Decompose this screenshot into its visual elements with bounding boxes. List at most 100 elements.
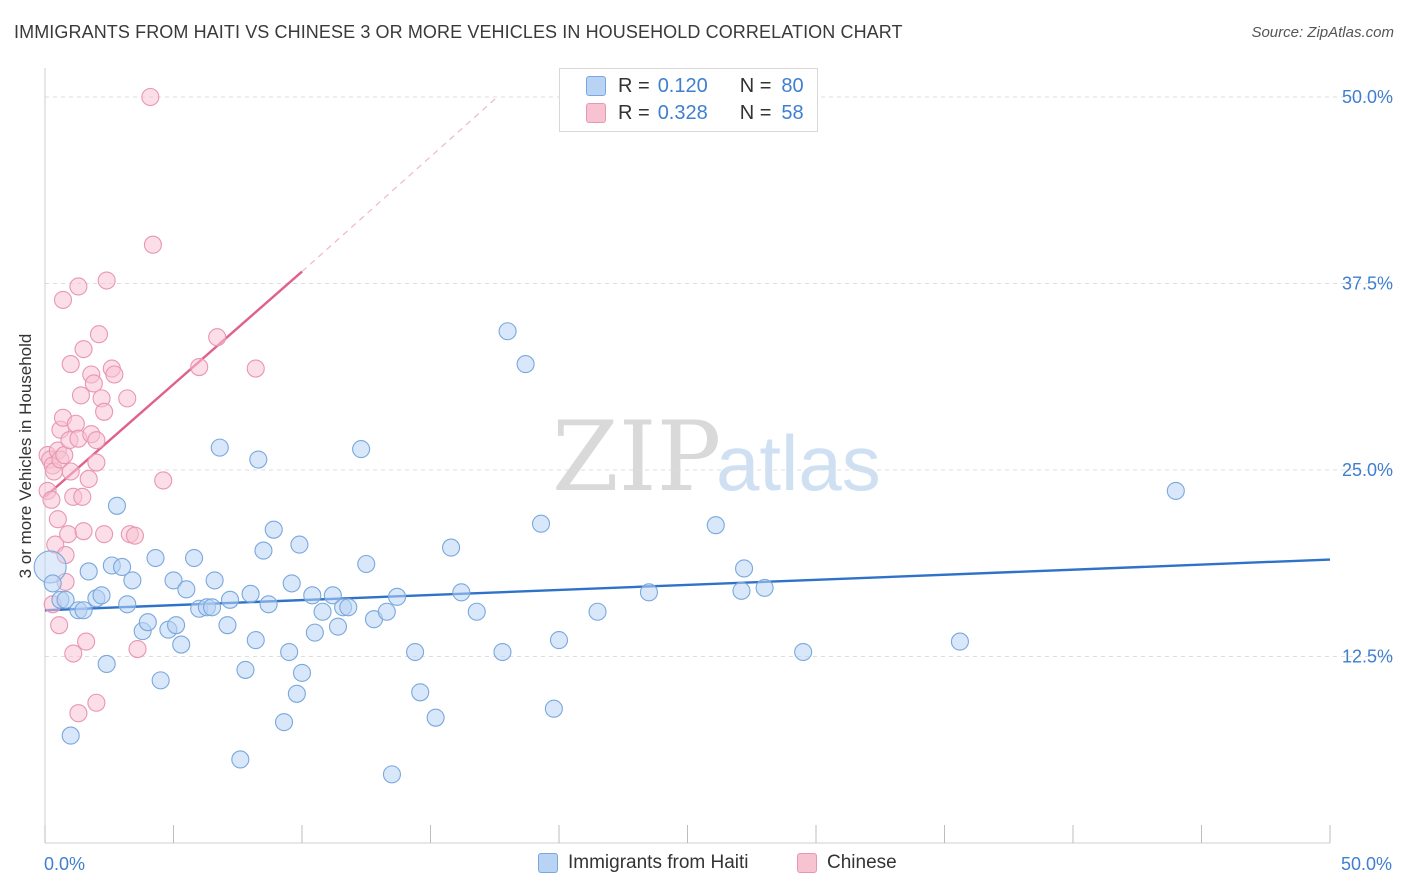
point-haiti	[755, 578, 774, 597]
x-tick-label: 0.0%	[44, 854, 85, 874]
point-chinese	[125, 526, 144, 545]
point-haiti	[531, 514, 551, 533]
legend-item-chinese: Chinese	[797, 852, 897, 874]
point-haiti	[92, 586, 111, 605]
point-haiti	[167, 616, 186, 635]
point-haiti	[357, 554, 376, 574]
point-haiti	[734, 559, 754, 578]
point-haiti	[282, 574, 301, 593]
point-haiti	[177, 580, 196, 599]
point-haiti	[549, 631, 569, 650]
point-haiti	[305, 623, 324, 642]
stats-row-haiti: R = 0.120 N = 80	[586, 73, 804, 99]
point-chinese	[118, 389, 137, 408]
point-chinese	[95, 402, 114, 421]
n-value-haiti: 80	[781, 74, 804, 97]
point-haiti	[97, 654, 116, 674]
point-chinese	[95, 525, 114, 544]
legend-item-haiti: Immigrants from Haiti	[538, 852, 749, 874]
point-haiti	[274, 713, 294, 732]
point-haiti	[493, 642, 512, 662]
point-haiti	[382, 765, 402, 784]
source-note: Source: ZipAtlas.com	[1251, 24, 1394, 41]
point-chinese	[143, 235, 162, 254]
point-haiti	[43, 574, 62, 593]
point-haiti	[79, 562, 98, 581]
point-haiti	[352, 440, 371, 459]
y-tick-label: 25.0%	[1342, 460, 1393, 480]
point-chinese	[84, 374, 103, 393]
point-haiti	[950, 632, 969, 651]
r-value-chinese: 0.328	[657, 101, 708, 124]
y-tick-labels: 12.5% 25.0% 37.5% 50.0%	[1342, 87, 1393, 667]
point-haiti	[254, 541, 273, 560]
point-haiti	[287, 684, 306, 703]
point-haiti	[280, 642, 299, 662]
point-chinese	[50, 616, 69, 635]
y-tick-label: 50.0%	[1342, 87, 1393, 107]
point-chinese	[141, 87, 160, 107]
point-haiti	[220, 590, 240, 609]
point-haiti	[339, 598, 358, 617]
n-value-chinese: 58	[781, 101, 804, 124]
x-tick-labels: 0.0% 50.0%	[44, 854, 1392, 874]
point-chinese	[87, 693, 106, 712]
point-haiti	[218, 616, 237, 635]
point-chinese	[89, 325, 109, 344]
chart-title: IMMIGRANTS FROM HAITI VS CHINESE 3 OR MO…	[14, 22, 903, 42]
watermark-zip: ZIP	[552, 401, 721, 513]
point-chinese	[87, 453, 106, 472]
n-label: N =	[739, 101, 772, 124]
point-chinese	[42, 490, 61, 509]
point-chinese	[105, 365, 124, 384]
point-haiti	[146, 548, 165, 568]
point-haiti	[164, 571, 183, 590]
point-haiti	[264, 520, 283, 539]
point-haiti	[203, 598, 222, 617]
point-haiti	[246, 631, 265, 650]
point-haiti	[498, 322, 517, 341]
point-chinese	[190, 358, 209, 377]
point-haiti	[113, 557, 132, 577]
point-chinese	[73, 487, 92, 506]
point-haiti	[303, 586, 322, 605]
point-chinese	[128, 639, 147, 659]
stats-legend: R = 0.120 N = 80 R = 0.328 N = 58	[559, 68, 818, 132]
point-haiti	[411, 683, 430, 702]
point-haiti	[259, 595, 278, 614]
r-label: R =	[618, 101, 650, 124]
point-haiti	[323, 586, 342, 605]
point-chinese	[64, 644, 83, 663]
point-chinese	[74, 340, 93, 359]
point-chinese	[66, 414, 85, 433]
point-chinese	[87, 431, 106, 450]
chinese-swatch	[586, 103, 606, 123]
point-haiti	[118, 595, 137, 614]
point-haiti	[452, 583, 471, 602]
point-chinese	[154, 471, 173, 490]
point-haiti	[151, 671, 170, 690]
data-points	[33, 87, 1185, 784]
point-haiti	[328, 617, 348, 636]
point-haiti	[544, 699, 563, 718]
point-haiti	[313, 602, 332, 621]
chinese-legend-swatch	[797, 853, 817, 873]
point-chinese	[69, 277, 88, 296]
n-label: N =	[739, 74, 772, 97]
point-chinese	[97, 271, 116, 290]
point-haiti	[706, 516, 725, 535]
point-haiti	[1166, 481, 1185, 500]
haiti-legend-swatch	[538, 853, 558, 873]
x-tick-label: 50.0%	[1341, 854, 1392, 874]
point-chinese	[246, 359, 265, 378]
point-haiti	[249, 450, 268, 469]
trend-line-chinese	[44, 270, 303, 498]
point-haiti	[794, 642, 813, 662]
point-haiti	[185, 548, 204, 568]
point-haiti	[516, 355, 535, 374]
point-chinese	[53, 290, 73, 309]
point-haiti	[241, 584, 260, 603]
point-haiti	[56, 590, 75, 609]
point-haiti	[588, 602, 607, 621]
point-chinese	[61, 355, 80, 374]
